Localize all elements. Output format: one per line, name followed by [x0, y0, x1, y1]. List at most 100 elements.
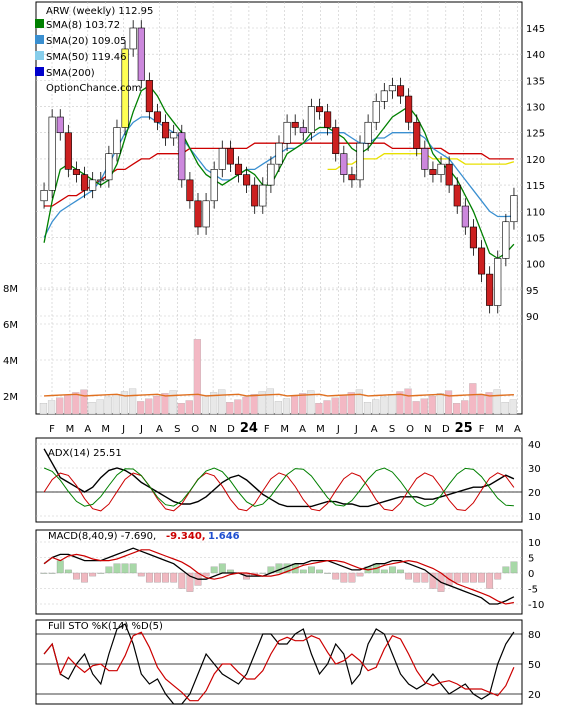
candle-body [291, 121, 299, 128]
macd-histogram-bar [40, 572, 48, 574]
price-tick-label: 90 [526, 312, 539, 323]
volume-bar [501, 402, 509, 415]
volume-bar [444, 390, 453, 415]
volume-bar [153, 395, 161, 415]
volume-bar [177, 403, 185, 415]
macd-hist-value: 1.646 [208, 531, 240, 542]
macd-histogram-bar [259, 572, 267, 574]
candle-body [486, 273, 494, 306]
macd-histogram-bar [64, 569, 72, 574]
macd-signal-line [43, 549, 515, 605]
volume-bar [436, 393, 445, 415]
volume-bar [274, 401, 283, 415]
macd-histogram-bar [510, 561, 518, 574]
macd-line [43, 547, 515, 605]
volume-bar [120, 391, 129, 415]
macd-histogram-bar [389, 566, 396, 574]
candle-body [356, 142, 364, 181]
macd-signal-value: -9.340, [166, 531, 206, 542]
macd-histogram-bar [210, 566, 218, 574]
price-axis: 90951001051101151201251301351401452M4M6M… [3, 24, 545, 701]
volume-bar [112, 394, 120, 415]
adx-tick-label: 20 [528, 488, 541, 499]
volume-bar [226, 402, 234, 415]
macd-histogram-bar [356, 572, 364, 577]
candle-body [267, 163, 275, 186]
candle-body [186, 179, 194, 202]
volume-bar [56, 397, 64, 415]
volume-bar [137, 401, 145, 415]
x-tick-label: M [66, 424, 75, 435]
candle-body [405, 95, 413, 123]
volume-bar [307, 390, 315, 415]
di-minus-line [43, 467, 514, 507]
candle-body [307, 106, 315, 134]
candle-body [283, 121, 291, 144]
candle-body [137, 27, 145, 81]
legend-sma200: SMA(200) [46, 68, 95, 79]
candle-body [453, 184, 461, 207]
price-tick-label: 130 [526, 103, 545, 114]
candle-body [218, 148, 226, 170]
x-tick-label: A [299, 424, 306, 435]
adx-panel-frame [35, 437, 523, 523]
chart-frames [35, 1, 523, 705]
volume-bar [412, 401, 420, 415]
candle-body [178, 132, 186, 181]
indicator-panels [40, 448, 518, 705]
adx-tick-label: 40 [528, 440, 541, 451]
macd-histogram-bar [202, 572, 210, 577]
macd-tick-label: 0 [528, 569, 534, 580]
macd-histogram-bar [218, 563, 226, 574]
volume-bar [355, 389, 364, 415]
adx-line [43, 448, 515, 508]
macd-histogram-bar [137, 572, 145, 577]
candle-body [97, 179, 105, 182]
x-tick-label: N [209, 424, 216, 435]
candle-body [477, 247, 486, 275]
x-tick-label: A [84, 424, 91, 435]
candle-body [243, 174, 251, 186]
candle-body [429, 169, 437, 175]
x-tick-label: S [389, 424, 395, 435]
volume-bar [266, 388, 274, 415]
macd-histogram-bar [348, 572, 356, 583]
legend-swatch-sma50 [35, 51, 44, 60]
macd-histogram-bar [178, 572, 186, 589]
sto-tick-label: 80 [528, 630, 541, 641]
sto-d-line [43, 631, 515, 702]
volume-bar [396, 391, 404, 415]
grid-lines [36, 2, 522, 695]
x-tick-label: A [371, 424, 378, 435]
volume-bar [331, 397, 339, 415]
volume-tick-label: 2M [3, 392, 18, 403]
watermark: OptionChance.com [46, 83, 141, 94]
volume-bar [96, 399, 104, 415]
macd-histogram-bar [89, 572, 97, 577]
macd-panel-frame [35, 529, 523, 615]
legend-swatch-sma8 [35, 19, 44, 28]
x-tick-label: D [442, 424, 450, 435]
candle-body [113, 127, 121, 154]
candle-body [226, 148, 234, 165]
volume-tick-label: 6M [3, 320, 18, 331]
candle-body [372, 101, 380, 123]
volume-bar [493, 389, 501, 415]
macd-histogram-bar [113, 563, 121, 574]
volume-bar [72, 392, 80, 415]
volume-tick-label: 8M [3, 284, 18, 295]
volume-bar [299, 393, 307, 415]
macd-histogram-bar [494, 572, 502, 580]
candle-body [413, 121, 421, 149]
volume-bar [461, 400, 469, 415]
candle-body [105, 153, 113, 181]
volume-bar [64, 394, 72, 415]
candle-body [494, 258, 502, 306]
macd-histogram-bar [316, 569, 323, 574]
macd-tick-label: 5 [528, 554, 534, 565]
volume-bar [485, 392, 493, 415]
price-tick-label: 110 [526, 207, 545, 218]
x-tick-label: M [495, 424, 504, 435]
macd-histogram-bar [486, 572, 494, 589]
adx-tick-label: 30 [528, 464, 541, 475]
